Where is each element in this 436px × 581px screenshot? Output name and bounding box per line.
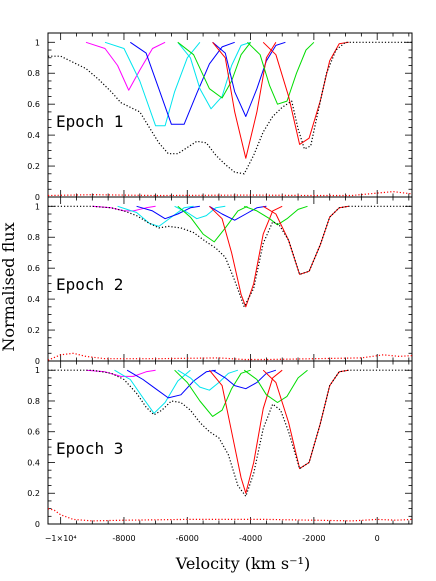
- y-tick-label: 0: [35, 357, 40, 366]
- y-tick-label: 0.6: [27, 428, 40, 437]
- series-line: [212, 41, 286, 117]
- y-tick-label: 0: [35, 193, 40, 202]
- series-line: [177, 41, 251, 99]
- series-line: [136, 205, 200, 220]
- series-line: [209, 205, 283, 308]
- y-tick-label: 0.2: [27, 162, 40, 171]
- y-axis-title: Normalised flux: [0, 222, 18, 351]
- series-line: [177, 41, 251, 110]
- series-line: [262, 369, 349, 470]
- series-line: [209, 205, 267, 221]
- series-line: [130, 41, 235, 125]
- series-line: [174, 369, 251, 417]
- y-tick-label: 0.4: [27, 458, 40, 467]
- series-line: [262, 41, 349, 145]
- series-line: [114, 369, 191, 414]
- series-line: [174, 205, 226, 220]
- series-line: [262, 205, 349, 275]
- x-tick-label: -8000: [112, 534, 135, 543]
- x-tick-label: -2000: [302, 534, 325, 543]
- y-tick-label: 0.6: [27, 264, 40, 273]
- panel-label: Epoch 2: [56, 275, 123, 294]
- series-line: [243, 369, 308, 403]
- series-line: [212, 41, 277, 159]
- y-tick-label: 1: [35, 202, 40, 211]
- y-tick-label: 0.6: [27, 100, 40, 109]
- series-line: [244, 205, 308, 226]
- panel-epoch-1: 0 0.2 0.4 0.6 0.8 1 Epoch 1: [27, 32, 413, 202]
- y-tick-label: 0.4: [27, 131, 40, 140]
- y-tick-label: 1: [35, 366, 40, 375]
- series-line: [85, 369, 156, 377]
- series-line: [117, 205, 194, 227]
- y-tick-label: 0.8: [27, 69, 40, 78]
- panel-frame: [47, 360, 413, 525]
- panel-label: Epoch 1: [56, 112, 123, 131]
- x-tick-labels: −1×10⁴ -8000 -6000 -4000 -2000 0: [45, 534, 380, 543]
- series-line-dotted: [48, 369, 412, 497]
- series-line-dotted: [48, 352, 412, 361]
- y-tick-label: 0.2: [27, 489, 40, 498]
- panel-epoch-2: 0 0.2 0.4 0.6 0.8 1 Epoch 2: [27, 196, 413, 366]
- y-tick-label: 0: [35, 520, 40, 529]
- y-tick-label: 0.8: [27, 397, 40, 406]
- series-line-dotted: [48, 508, 412, 522]
- panel-epoch-3: 0 0.2 0.4 0.6 0.8 1 Epoch 3: [27, 360, 413, 529]
- x-tick-label: -4000: [239, 534, 262, 543]
- series-line: [209, 369, 283, 494]
- y-tick-label: 0.4: [27, 295, 40, 304]
- series-line-dotted: [48, 41, 412, 175]
- series-line: [85, 41, 166, 91]
- x-axis-title: Velocity (km s⁻¹): [175, 554, 310, 573]
- y-tick-label: 0.8: [27, 233, 40, 242]
- series-line: [177, 369, 239, 391]
- y-tick-label: 1: [35, 38, 40, 47]
- x-tick-label: 0: [375, 534, 380, 543]
- x-tick-label: −1×10⁴: [45, 534, 77, 543]
- panel-label: Epoch 3: [56, 439, 123, 458]
- series-line: [177, 205, 248, 243]
- series-line: [247, 41, 315, 105]
- series-line: [104, 41, 201, 127]
- x-tick-label: -6000: [176, 534, 199, 543]
- y-tick-label: 0.2: [27, 326, 40, 335]
- series-line: [92, 205, 156, 212]
- series-line-dotted: [48, 191, 412, 197]
- series-line: [126, 369, 216, 399]
